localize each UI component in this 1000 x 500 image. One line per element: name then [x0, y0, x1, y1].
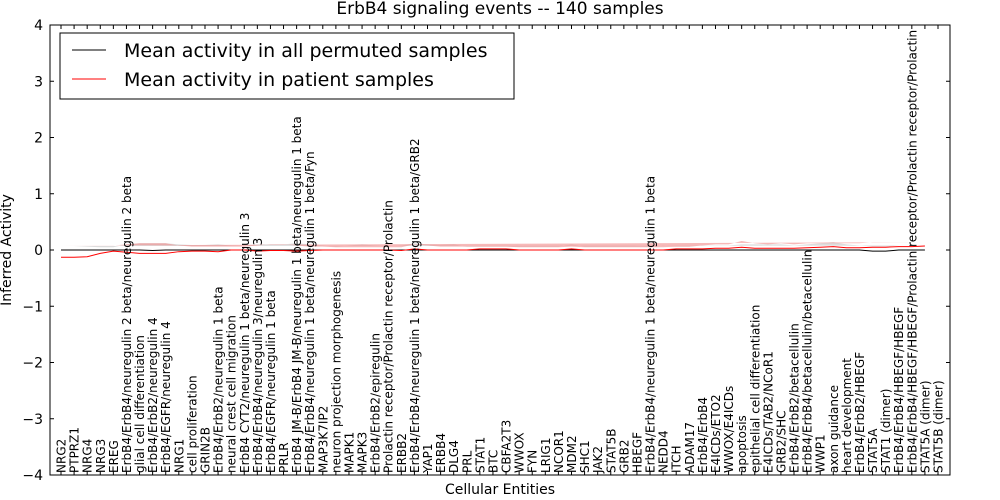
x-tick-label: ADAM17	[683, 422, 697, 473]
x-tick-label: PRL	[460, 450, 474, 473]
x-tick-label: WWOX/E4ICDs	[722, 386, 736, 473]
x-tick-label: ErbB4/ErbB2/neuregulin 4	[146, 317, 160, 473]
x-tick-label: axon guidance	[827, 385, 841, 473]
x-tick-label: LRIG1	[539, 438, 553, 474]
x-tick-label: ErbB4/ErbB2/HBEGF	[853, 352, 867, 473]
legend: Mean activity in all permuted samples Me…	[59, 32, 515, 100]
line-series-0	[61, 249, 925, 252]
x-tick-label: STAT5A (dimer)	[918, 380, 932, 473]
x-tick-label: ErbB4/ErbB4/betacellulin/betacellulin	[801, 250, 815, 473]
x-tick-label: NEDD4	[657, 430, 671, 473]
x-tick-label: BTC	[486, 450, 500, 473]
x-tick-label: STAT1 (dimer)	[879, 389, 893, 473]
y-axis-label: Inferred Activity	[0, 194, 15, 306]
legend-box	[59, 32, 515, 100]
x-tick-label: NRG3	[94, 439, 108, 473]
y-tick-label: 2	[34, 131, 43, 147]
x-tick-label: ErbB4/ErbB4	[696, 397, 710, 473]
x-tick-label: JAK2	[591, 446, 605, 474]
x-tick-label: EREG	[107, 440, 121, 473]
x-tick-label: ErbB4/EGFR/neuregulin 4	[159, 321, 173, 473]
y-tick-label: 1	[34, 187, 43, 203]
x-tick-label: ErbB4/ErbB4/neuregulin 3/neuregulin 3	[251, 238, 265, 473]
x-tick-label: MAPK3	[356, 432, 370, 473]
x-tick-label: Prolactin receptor/Prolactin receptor/Pr…	[382, 200, 396, 473]
x-tick-label: neural crest cell migration	[225, 315, 239, 473]
x-tick-label: ErbB4/ErbB4/neuregulin 2 beta/neuregulin…	[120, 176, 134, 473]
x-tick-label: neuron projection morphogenesis	[329, 271, 343, 473]
x-tick-label: NRG1	[172, 439, 186, 473]
x-tick-label: NRG4	[81, 439, 95, 473]
y-tick-label: 3	[34, 74, 43, 90]
x-tick-label: ErbB4/ErbB2/betacellulin	[788, 323, 802, 473]
x-tick-label: epithelial cell differentiation	[748, 305, 762, 473]
x-tick-label: ErbB4/ErbB4/HBEGF/HBEGF/Prolactin recept…	[905, 30, 919, 473]
x-tick-label: GRIN2B	[198, 427, 212, 473]
x-tick-label: ErbB4/ErbB4/neuregulin 1 beta/neuregulin…	[408, 138, 422, 473]
x-tick-label: MDM2	[565, 435, 579, 473]
x-tick-label: ErbB4/ErbB2/epiregulin	[369, 333, 383, 473]
x-tick-label: MAPK1	[342, 432, 356, 473]
x-tick-label: DLG4	[447, 440, 461, 473]
x-tick-label: STAT1	[473, 437, 487, 473]
legend-label-patient: Mean activity in patient samples	[124, 69, 434, 91]
x-tick-label: ErbB4/ErbB2/neuregulin 1 beta	[212, 286, 226, 473]
x-tick-label: cell proliferation	[185, 375, 199, 473]
x-axis-ticks: NRG2 PTPRZ1 NRG4 NRG3 EREG ErbB4/ErbB4/neureg…	[55, 25, 946, 475]
legend-label-permuted: Mean activity in all permuted samples	[124, 40, 487, 62]
y-axis-ticks: −4 −3 −2 −1 0 1 2 3 4	[22, 18, 950, 484]
x-tick-label: WWOX	[513, 432, 527, 473]
x-tick-label: ErbB4/ErbB4/HBEGF/HBEGF	[892, 307, 906, 473]
x-tick-label: E4ICDs/ETO2	[709, 394, 723, 473]
x-tick-label: ERBB2	[395, 433, 409, 473]
x-tick-label: ErbB4/ErbB4/neuregulin 1 beta/neuregulin…	[303, 151, 317, 473]
x-tick-label: SHC1	[578, 440, 592, 473]
x-tick-label: GRB2/SHC	[774, 410, 788, 473]
x-tick-label: WWP1	[814, 434, 828, 473]
x-tick-label: NRG2	[55, 439, 69, 473]
x-tick-label: PRLR	[277, 442, 291, 473]
x-tick-label: glial cell differentiation	[133, 335, 147, 473]
x-tick-label: CBFA2T3	[500, 420, 514, 473]
x-tick-label: YAP1	[421, 444, 435, 474]
x-tick-label: STAT5B (dimer)	[932, 380, 946, 473]
x-tick-label: ErbB4/ErbB4/neuregulin 1 beta/neuregulin…	[644, 176, 658, 473]
x-tick-label: GRB2	[617, 439, 631, 473]
x-tick-label: ERBB4	[434, 433, 448, 473]
x-tick-label: STAT5A	[866, 428, 880, 473]
confidence-bands	[61, 241, 925, 248]
x-tick-label: HBEGF	[630, 432, 644, 473]
y-tick-label: 4	[34, 18, 43, 34]
y-tick-label: −2	[22, 356, 43, 372]
x-tick-label: MAP3K7IP2	[316, 406, 330, 473]
x-tick-label: ErbB4/EGFR/neuregulin 1 beta	[264, 290, 278, 473]
x-tick-label: apoptosis	[735, 415, 749, 473]
x-tick-label: ITCH	[670, 445, 684, 473]
x-tick-label: ErbB4 CYT2/neuregulin 1 beta/neuregulin …	[238, 213, 252, 473]
x-tick-label: PTPRZ1	[68, 427, 82, 473]
line-series-1	[61, 245, 925, 258]
chart-title: ErbB4 signaling events -- 140 samples	[336, 0, 663, 19]
y-tick-label: 0	[34, 243, 43, 259]
y-tick-label: −1	[22, 299, 43, 315]
x-tick-label: NCOR1	[552, 430, 566, 473]
x-tick-label: STAT5B	[604, 429, 618, 474]
x-tick-label: FYN	[526, 450, 540, 473]
y-tick-label: −3	[22, 412, 43, 428]
x-tick-label: ErbB4 JM-B/ErbB4 JM-B/neuregulin 1 beta/…	[290, 116, 304, 473]
series-lines	[61, 245, 925, 258]
band-series-1	[61, 241, 925, 248]
plot-frame	[49, 24, 951, 476]
x-tick-label: E4ICDs/TAB2/NCoR1	[761, 351, 775, 473]
y-tick-label: −4	[22, 468, 43, 484]
x-tick-label: heart development	[840, 358, 854, 473]
x-axis-label: Cellular Entities	[445, 482, 555, 498]
